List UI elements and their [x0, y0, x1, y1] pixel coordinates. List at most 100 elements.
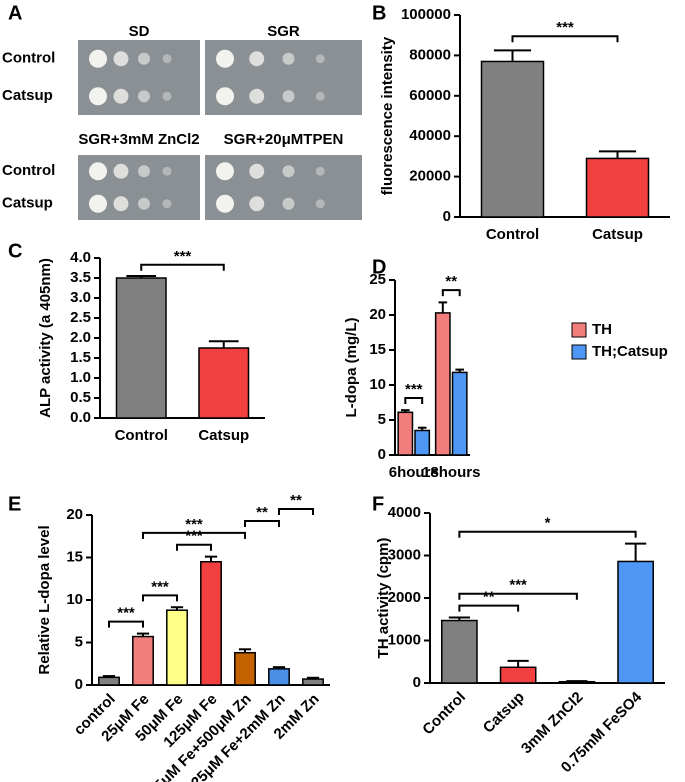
bar	[480, 60, 545, 218]
bar	[198, 347, 250, 419]
y-axis-label: L-dopa (mg/L)	[343, 318, 360, 418]
y-tick-label: 0	[413, 674, 421, 691]
y-tick-label: 25	[369, 271, 386, 288]
significance-bracket	[458, 604, 520, 612]
y-tick-label: 10	[66, 591, 83, 608]
y-tick-label: 5	[75, 633, 83, 650]
y-tick-label: 3.0	[70, 289, 91, 306]
significance-bracket	[176, 543, 212, 551]
y-tick-label: 1.0	[70, 369, 91, 386]
significance-label: **	[483, 589, 495, 606]
colony-spot	[162, 54, 172, 64]
x-tick-label: Catsup	[592, 226, 643, 243]
significance-label: **	[256, 504, 268, 521]
colony-spot	[138, 165, 150, 178]
panel-label: E	[8, 493, 21, 515]
y-axis-label: TH activity (cpm)	[375, 538, 392, 659]
significance-bracket	[140, 263, 225, 271]
x-tick-label: Control	[115, 427, 168, 444]
colony-spot	[249, 51, 265, 67]
y-tick-label: 4000	[388, 504, 421, 521]
significance-label: *	[545, 515, 551, 532]
row-label: Control	[2, 50, 55, 67]
colony-spot	[282, 197, 295, 210]
colony-spot	[315, 91, 325, 101]
y-tick-label: 100000	[401, 6, 451, 23]
colony-spot	[138, 90, 150, 103]
colony-spot	[113, 163, 129, 179]
bar	[234, 651, 256, 686]
significance-label: ***	[174, 248, 192, 265]
y-tick-label: 1000	[388, 631, 421, 648]
colony-spot	[113, 88, 129, 104]
x-tick-label: Control	[419, 689, 469, 739]
bar	[98, 676, 120, 686]
significance-label: **	[445, 273, 457, 290]
colony-spot	[138, 52, 150, 65]
bar	[200, 561, 222, 686]
significance-bracket	[458, 592, 578, 600]
y-tick-label: 40000	[409, 127, 451, 144]
significance-bracket	[108, 620, 144, 628]
x-tick-label: Catsup	[198, 427, 249, 444]
significance-bracket	[511, 35, 619, 43]
colony-spot	[162, 166, 172, 176]
y-tick-label: 4.0	[70, 249, 91, 266]
colony-spot	[113, 51, 129, 67]
x-tick-label: 18hours	[422, 464, 480, 481]
y-tick-label: 20	[369, 306, 386, 323]
significance-label: ***	[509, 577, 527, 594]
legend-swatch	[571, 322, 587, 338]
y-tick-label: 3000	[388, 546, 421, 563]
significance-bracket	[458, 530, 637, 538]
y-tick-label: 0	[378, 446, 386, 463]
y-tick-label: 60000	[409, 87, 451, 104]
significance-bracket	[142, 594, 178, 602]
y-tick-label: 2.0	[70, 329, 91, 346]
significance-bracket	[142, 531, 246, 539]
bar	[441, 619, 478, 684]
colony-spot	[216, 194, 234, 213]
legend-label: TH;Catsup	[592, 343, 668, 360]
significance-label: ***	[185, 516, 203, 533]
bar	[499, 666, 537, 684]
bar	[115, 277, 167, 419]
colony-spot	[315, 54, 325, 64]
panel-label: C	[8, 240, 22, 262]
y-tick-label: 20000	[409, 168, 451, 185]
legend-label: TH	[592, 321, 612, 338]
plate-title: SGR+20μMTPEN	[224, 131, 344, 148]
colony-spot	[249, 196, 265, 212]
y-tick-label: 3.5	[70, 269, 91, 286]
y-tick-label: 15	[369, 341, 386, 358]
y-tick-label: 20	[66, 506, 83, 523]
colony-spot	[89, 87, 107, 106]
colony-spot	[282, 165, 295, 178]
colony-spot	[138, 197, 150, 210]
colony-spot	[216, 87, 234, 106]
colony-spot	[282, 90, 295, 103]
y-axis-label: ALP activity (a 405nm)	[37, 258, 54, 418]
plate-title: SGR	[267, 23, 300, 40]
significance-bracket	[244, 519, 280, 527]
panel-label: B	[372, 2, 386, 24]
colony-spot	[89, 162, 107, 181]
panel-label: D	[372, 256, 386, 278]
significance-label: ***	[151, 578, 169, 595]
bar	[132, 635, 154, 686]
y-tick-label: 15	[66, 548, 83, 565]
plate-title: SGR+3mM ZnCl2	[78, 131, 199, 148]
bar	[451, 371, 468, 456]
bar	[302, 678, 324, 686]
significance-bracket	[278, 508, 314, 516]
row-label: Control	[2, 162, 55, 179]
colony-spot	[249, 88, 265, 104]
colony-spot	[216, 162, 234, 181]
bar	[414, 429, 431, 456]
significance-label: ***	[405, 381, 423, 398]
colony-spot	[315, 166, 325, 176]
bar	[617, 560, 654, 684]
y-tick-label: 1.5	[70, 349, 91, 366]
significance-bracket	[404, 396, 424, 404]
